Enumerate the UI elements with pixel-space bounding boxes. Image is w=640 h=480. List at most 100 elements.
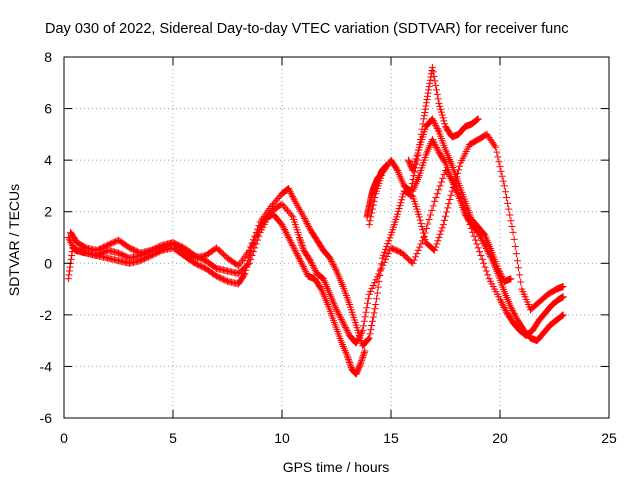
data-point bbox=[471, 236, 479, 244]
data-point bbox=[435, 186, 443, 194]
data-point bbox=[373, 295, 381, 303]
data-point bbox=[417, 240, 425, 248]
data-point bbox=[338, 317, 346, 325]
data-point bbox=[361, 347, 369, 355]
data-point bbox=[434, 237, 442, 245]
data-point bbox=[483, 246, 491, 254]
data-point bbox=[425, 83, 433, 91]
data-point bbox=[284, 232, 292, 240]
data-point bbox=[477, 233, 485, 241]
data-point bbox=[289, 193, 297, 201]
data-point bbox=[363, 304, 371, 312]
data-point bbox=[279, 222, 287, 230]
data-point bbox=[310, 263, 318, 271]
data-point bbox=[304, 221, 312, 229]
data-point bbox=[252, 240, 260, 248]
data-point bbox=[419, 229, 427, 237]
data-point bbox=[431, 120, 439, 128]
data-point bbox=[436, 102, 444, 110]
data-point bbox=[431, 246, 439, 254]
data-point bbox=[65, 271, 73, 279]
data-point bbox=[385, 237, 393, 245]
data-point bbox=[326, 254, 334, 262]
data-point bbox=[299, 263, 307, 271]
data-point bbox=[424, 220, 432, 228]
data-point bbox=[331, 264, 339, 272]
data-point bbox=[510, 235, 518, 243]
data-point bbox=[287, 189, 295, 197]
data-point bbox=[431, 77, 439, 85]
data-point bbox=[361, 313, 369, 321]
data-point bbox=[307, 258, 315, 266]
data-point bbox=[380, 248, 388, 256]
data-point bbox=[296, 256, 304, 264]
data-point bbox=[422, 224, 430, 232]
data-point bbox=[499, 177, 507, 185]
data-point bbox=[474, 228, 482, 236]
data-point bbox=[484, 271, 492, 279]
data-point bbox=[370, 309, 378, 317]
data-point bbox=[509, 308, 517, 316]
data-point bbox=[356, 361, 364, 369]
data-point bbox=[513, 314, 521, 322]
data-point bbox=[344, 328, 352, 336]
data-point bbox=[366, 217, 374, 225]
data-point bbox=[294, 253, 302, 261]
data-point bbox=[558, 312, 566, 320]
data-point bbox=[436, 230, 444, 238]
data-point bbox=[346, 359, 354, 367]
data-point bbox=[336, 312, 344, 320]
data-point bbox=[439, 221, 447, 229]
data-point bbox=[493, 148, 501, 156]
data-point bbox=[409, 166, 417, 174]
data-point bbox=[301, 266, 309, 274]
y-tick-label: -4 bbox=[40, 358, 53, 374]
series-track-7 bbox=[363, 161, 391, 221]
data-point bbox=[68, 252, 76, 260]
data-point bbox=[414, 246, 422, 254]
data-point bbox=[64, 275, 72, 283]
data-point bbox=[496, 163, 504, 171]
data-point bbox=[425, 86, 433, 94]
data-point bbox=[492, 143, 500, 151]
data-point bbox=[309, 262, 317, 270]
data-point bbox=[249, 236, 257, 244]
data-point bbox=[337, 315, 345, 323]
data-point bbox=[433, 125, 441, 133]
data-point bbox=[482, 243, 490, 251]
data-point bbox=[427, 73, 435, 81]
data-point bbox=[478, 255, 486, 263]
data-point bbox=[424, 92, 432, 100]
data-point bbox=[283, 230, 291, 238]
axis-ticks: 0 5 10 15 20 25 -6 -4 -2 0 2 4 6 8 bbox=[40, 49, 617, 446]
data-point bbox=[296, 235, 304, 243]
x-tick-label: 5 bbox=[169, 430, 177, 446]
data-point bbox=[416, 243, 424, 251]
data-point bbox=[505, 205, 513, 213]
data-point bbox=[362, 308, 370, 316]
data-point bbox=[249, 248, 257, 256]
data-point bbox=[424, 89, 432, 97]
data-point bbox=[473, 116, 481, 124]
data-point bbox=[428, 67, 436, 75]
data-point bbox=[428, 206, 436, 214]
data-point bbox=[375, 270, 383, 278]
data-point bbox=[300, 264, 308, 272]
data-point bbox=[328, 259, 336, 267]
data-point bbox=[422, 99, 430, 107]
data-point bbox=[497, 167, 505, 175]
data-point bbox=[426, 76, 434, 84]
data-point bbox=[343, 327, 351, 335]
data-point bbox=[347, 362, 355, 370]
data-point bbox=[515, 264, 523, 272]
data-point bbox=[416, 216, 424, 224]
data-point bbox=[435, 234, 443, 241]
data-point bbox=[384, 250, 392, 258]
data-point bbox=[440, 216, 448, 224]
data-point bbox=[429, 68, 437, 76]
data-point bbox=[311, 266, 319, 274]
data-point bbox=[280, 225, 288, 233]
data-point bbox=[419, 226, 427, 234]
data-point bbox=[359, 322, 367, 330]
